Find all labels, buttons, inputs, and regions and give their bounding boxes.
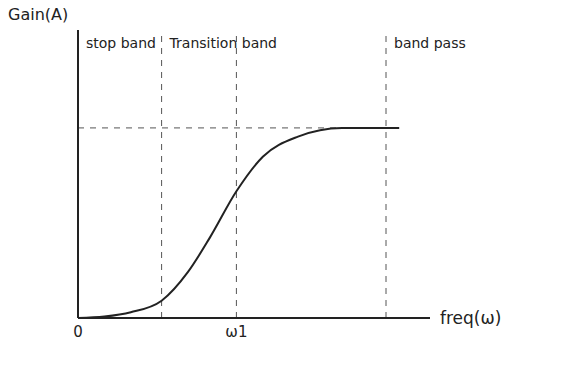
svg-text:0: 0 <box>73 323 83 341</box>
svg-text:Transition band: Transition band <box>169 35 277 51</box>
svg-text:freq(ω): freq(ω) <box>440 308 501 328</box>
svg-text:band pass: band pass <box>394 35 466 51</box>
svg-text:Gain(A): Gain(A) <box>8 5 68 24</box>
svg-text:ω1: ω1 <box>225 323 247 341</box>
svg-text:stop band: stop band <box>86 35 156 51</box>
